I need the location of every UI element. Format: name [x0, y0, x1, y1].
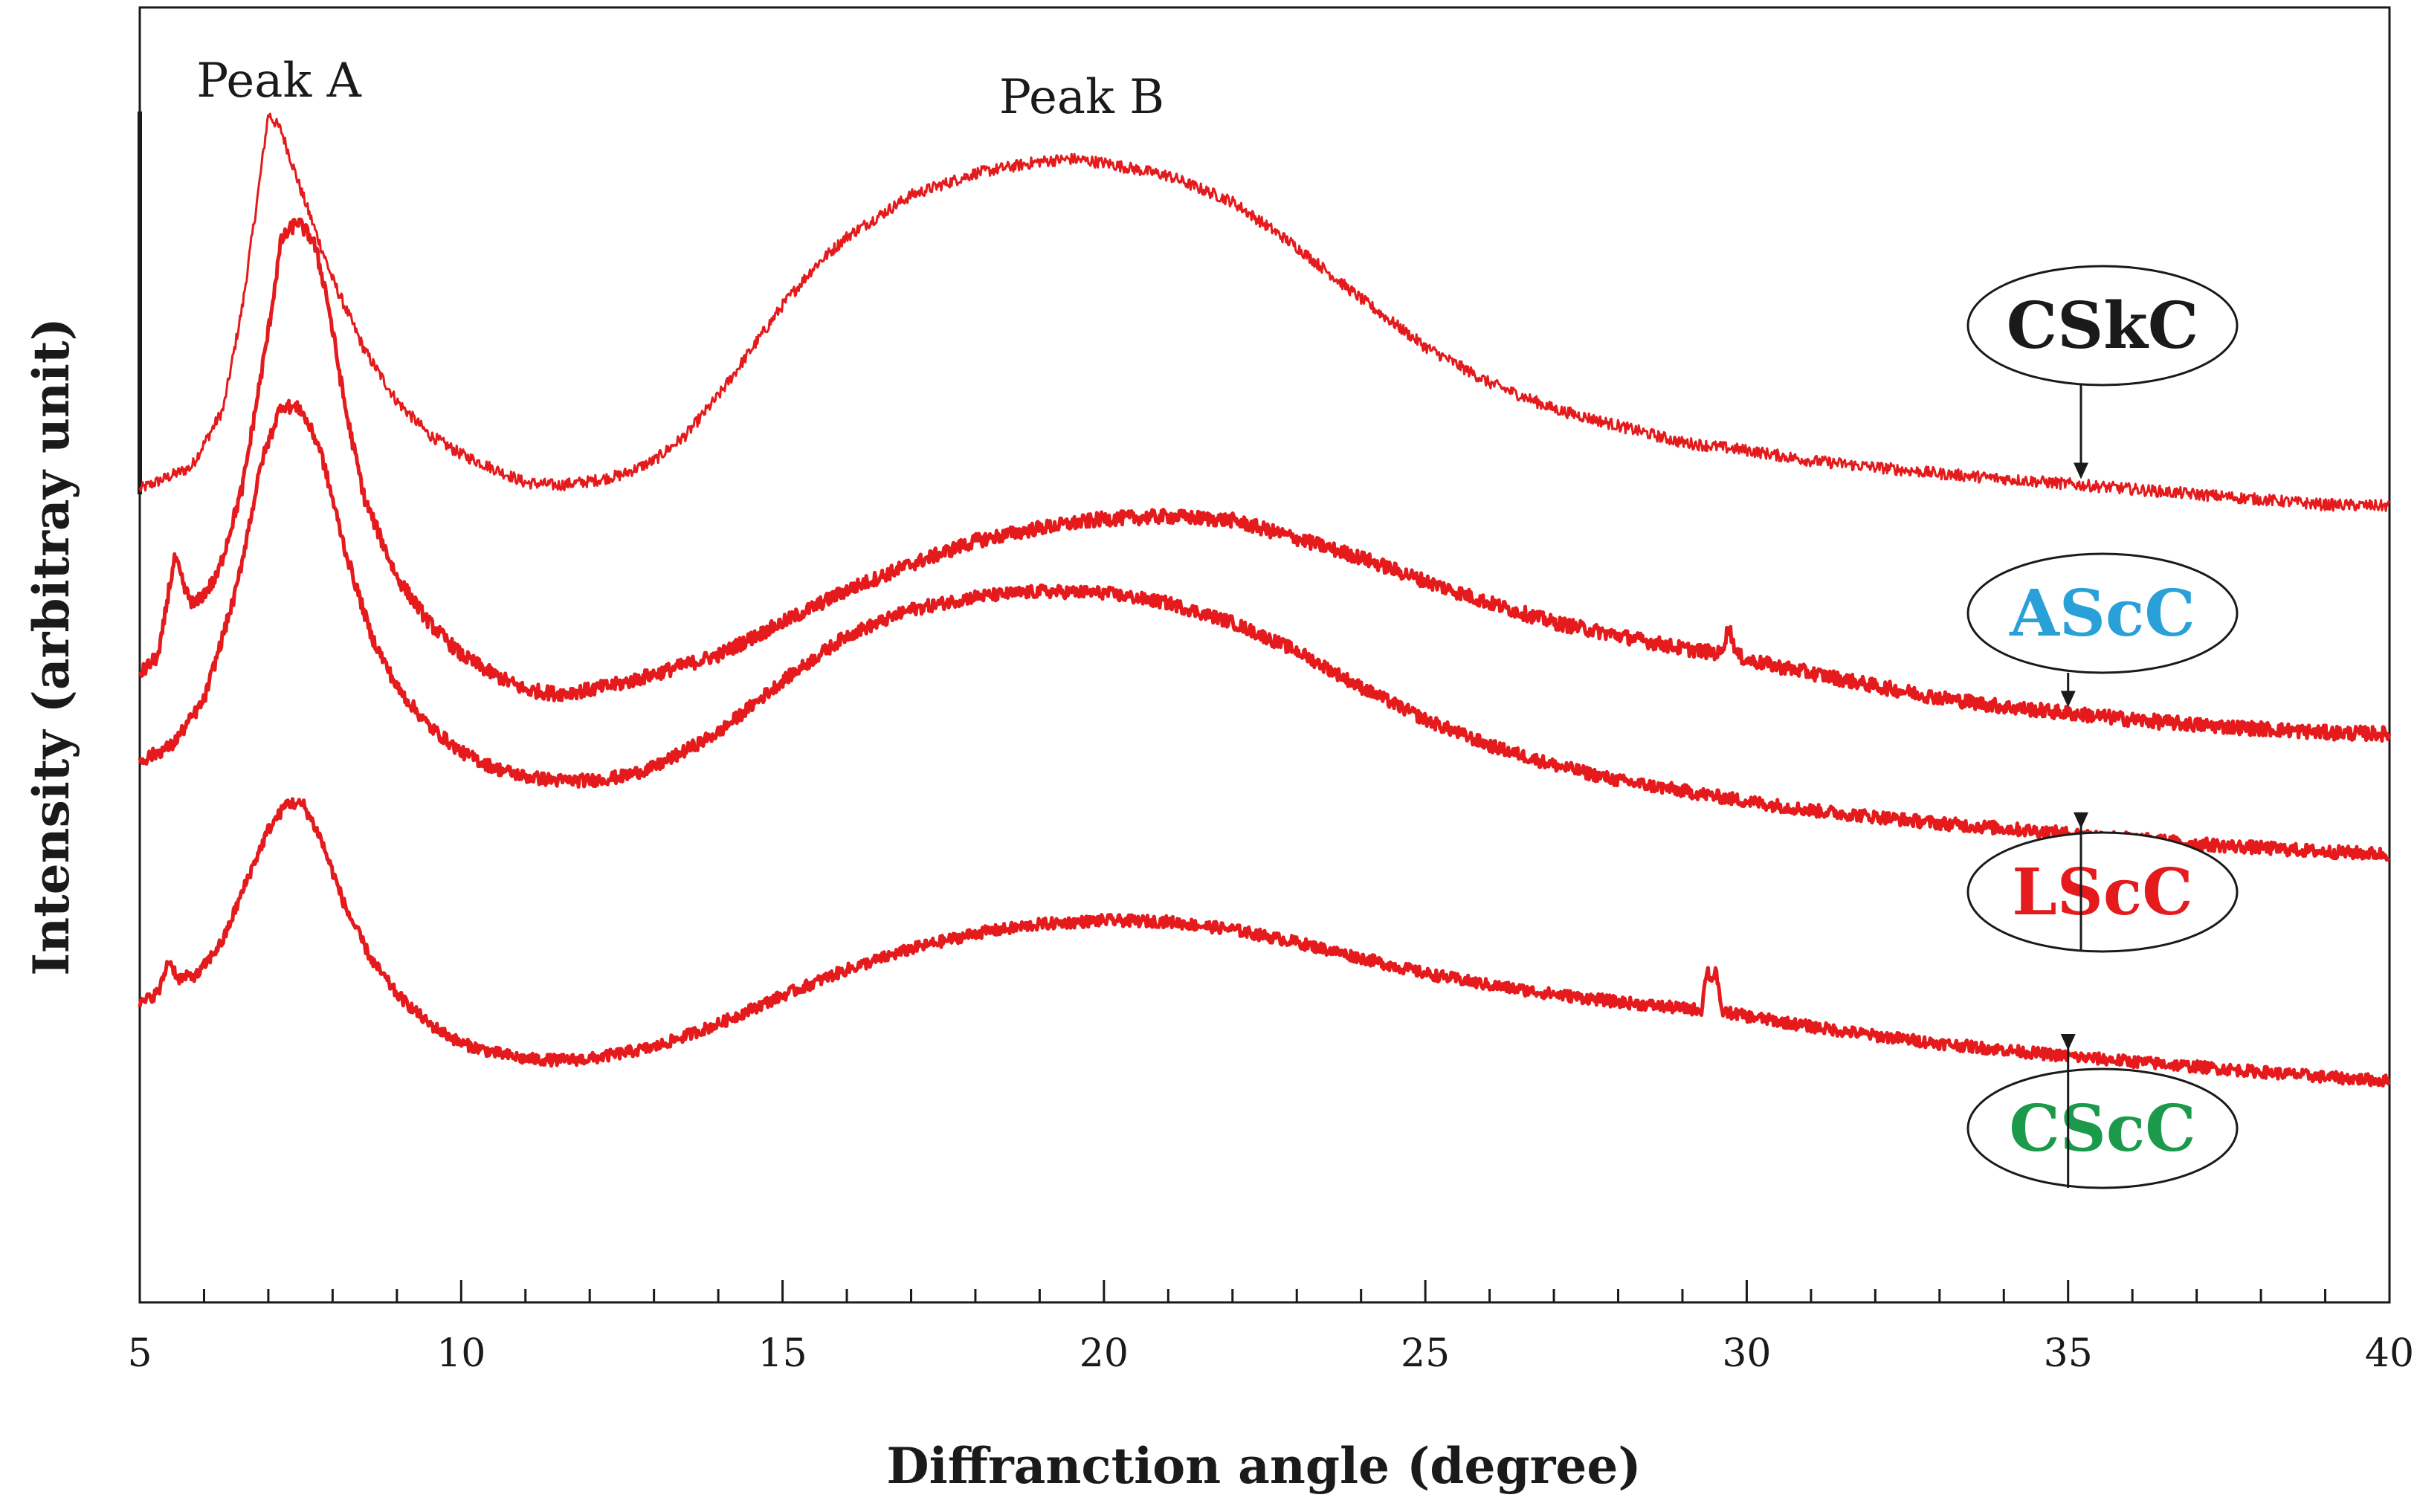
x-axis-tick-labels: 5 10 15 20 25 30 35 40 [127, 1331, 2414, 1376]
series-layer [138, 112, 2392, 1088]
plot-frame [138, 6, 2391, 1304]
series-line-cscc [138, 797, 2391, 1088]
series-label-arrowhead [2060, 691, 2076, 708]
series-label-text: CScC [2009, 1091, 2195, 1166]
series-label-text: CSkC [2007, 288, 2199, 364]
series-label-oval [1966, 831, 2239, 953]
series-label-arrowhead [2074, 462, 2089, 479]
series-line-ascc [138, 217, 2392, 743]
x-tick-label: 40 [2365, 1331, 2414, 1376]
peak-b-label: Peak B [999, 70, 1164, 125]
series-label-text: LScC [2012, 855, 2192, 930]
series-label-oval [1966, 265, 2239, 387]
series-line-lscc [138, 398, 2391, 862]
x-axis-title: Diffranction angle (degree) [886, 1437, 1641, 1495]
series-label-arrowhead [2074, 812, 2089, 829]
x-tick-label: 35 [2044, 1331, 2093, 1376]
series-label-oval [1966, 1067, 2239, 1189]
series-label-layer: CSkC AScC LScC CScC [1966, 265, 2239, 1189]
x-tick-label: 25 [1401, 1331, 1450, 1376]
peak-a-label: Peak A [196, 54, 361, 109]
series-label-arrowhead [2060, 1034, 2076, 1051]
x-axis-ticks [138, 1280, 2391, 1302]
series-label-text: AScC [2009, 576, 2195, 651]
x-tick-label: 30 [1722, 1331, 1771, 1376]
y-axis-title: Intensity (arbitray unit) [22, 317, 80, 975]
x-tick-label: 5 [127, 1331, 152, 1376]
x-tick-label: 15 [758, 1331, 807, 1376]
series-line-cskc [138, 112, 2390, 512]
series-label-oval [1966, 552, 2239, 674]
x-tick-label: 10 [436, 1331, 485, 1376]
x-tick-label: 20 [1080, 1331, 1129, 1376]
